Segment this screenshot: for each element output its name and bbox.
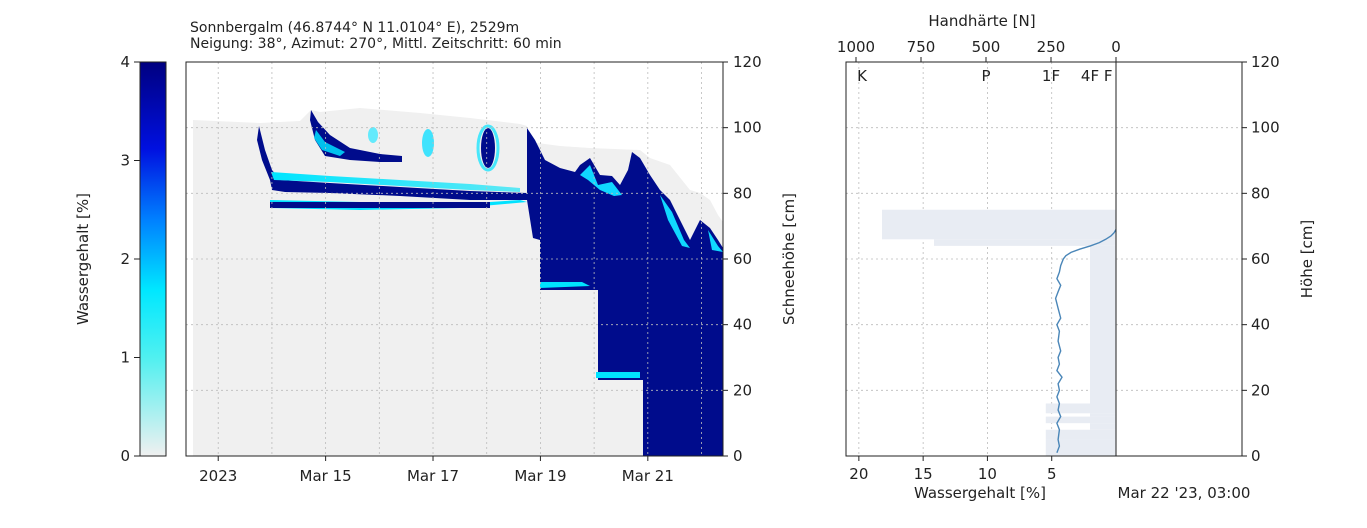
wet-band-cyan [271,172,520,192]
y-tick-label: 40 [733,316,752,334]
hardness-profile [882,209,1116,456]
water-content-axis-label: Wassergehalt [%] [914,484,1046,502]
timestamp: Mar 22 '23, 03:00 [1118,484,1251,502]
colorbar-tick-label: 4 [120,53,130,71]
x-tick-label: 2023 [199,467,237,485]
colorbar-tick-label: 2 [120,250,130,268]
hardness-layer [1090,245,1116,404]
profile-y-tick-label: 40 [1251,316,1270,334]
colorbar-tick-label: 3 [120,152,130,170]
y-tick-label: 20 [733,381,752,399]
heatmap-y-ticks: 0 20 40 60 80 100 120 [723,53,762,465]
hardness-layer [1045,439,1116,456]
hardness-tick-label: 750 [907,38,936,56]
wet-block-edge-5 [708,230,723,252]
snow-height-axis-label: Schneehöhe [cm] [780,193,798,325]
chart-subtitle: Neigung: 38°, Azimut: 270°, Mittl. Zeits… [190,36,562,52]
x-tick-label: Mar 21 [622,467,674,485]
wet-spot-1 [368,127,378,143]
hardness-class-label: P [981,67,990,85]
hardness-class-labels: K P 1F 4F F [857,67,1112,85]
profile-y-tick-label: 0 [1251,447,1261,465]
x-tick-label: Mar 19 [514,467,566,485]
water-content-line [1054,229,1117,453]
x-tick-label: Mar 17 [407,467,459,485]
wet-block-edge-2 [596,372,640,378]
profile-y-tick-label: 100 [1251,119,1280,137]
wet-band-main [257,126,527,200]
chart-title: Sonnbergalm (46.8744° N 11.0104° E), 252… [190,20,519,36]
hardness-layer [1090,423,1116,430]
water-tick-label: 15 [914,465,933,483]
y-tick-label: 60 [733,250,752,268]
hardness-class-label: K [857,67,868,85]
water-tick-label: 10 [978,465,997,483]
wet-block-edge-3 [580,165,622,196]
water-content-ticks: 20 15 10 5 [849,456,1056,483]
profile-y-tick-label: 60 [1251,250,1270,268]
hardness-layer [1045,429,1116,440]
wet-block-main [527,128,723,456]
profile-plot: 20 15 10 5 1000 750 500 250 0 K P 1F 4F F 0 20 40 60 80… [837,38,1280,483]
colorbar-tick-label: 0 [120,447,130,465]
hardness-ticks: 1000 750 500 250 0 [837,38,1121,62]
profile-grid [846,62,1242,456]
colorbar-ticks: 0 1 2 3 4 [120,53,140,465]
wet-block-edge-1 [540,282,590,288]
hardness-layer [1045,403,1116,414]
hardness-tick-label: 250 [1037,38,1066,56]
profile-y-tick-label: 120 [1251,53,1280,71]
wet-block-edge-4 [660,195,690,248]
x-tick-label: Mar 15 [300,467,352,485]
wet-band-lower [270,202,490,208]
y-tick-label: 0 [733,447,743,465]
water-tick-label: 5 [1047,465,1057,483]
wet-layer-upper-edge [314,130,345,156]
hardness-axis-label: Handhärte [N] [928,12,1035,30]
heatmap-x-ticks: 2023 Mar 15 Mar 17 Mar 19 Mar 21 [199,456,674,485]
water-tick-label: 20 [849,465,868,483]
hardness-layer [1045,416,1116,424]
hardness-class-label: F [1104,67,1113,85]
hardness-class-label: 4F [1081,67,1099,85]
hardness-tick-label: 0 [1111,38,1121,56]
heatmap-plot: 2023 Mar 15 Mar 17 Mar 19 Mar 21 0 20 40 60 80 10… [185,53,762,485]
hardness-class-label: 1F [1042,67,1060,85]
profile-y-ticks: 0 20 40 60 80 100 120 [1242,53,1280,465]
wet-spot-2 [422,129,434,157]
profile-y-tick-label: 80 [1251,184,1270,202]
colorbar [139,61,167,457]
height-axis-label: Höhe [cm] [1298,220,1316,299]
y-tick-label: 80 [733,184,752,202]
hardness-tick-label: 500 [972,38,1001,56]
profile-y-tick-label: 20 [1251,381,1270,399]
heatmap-grid [186,62,723,456]
wet-spot-3-halo [476,124,500,172]
wet-spot-3 [481,128,495,168]
y-tick-label: 100 [733,119,762,137]
hardness-layer [934,239,1116,246]
hardness-layer [882,209,1116,240]
hardness-tick-label: 1000 [837,38,875,56]
colorbar-tick-label: 1 [120,349,130,367]
y-tick-label: 120 [733,53,762,71]
colorbar-label: Wassergehalt [%] [74,193,92,325]
hardness-layer [1090,413,1116,417]
heatmap-cells [193,108,723,456]
